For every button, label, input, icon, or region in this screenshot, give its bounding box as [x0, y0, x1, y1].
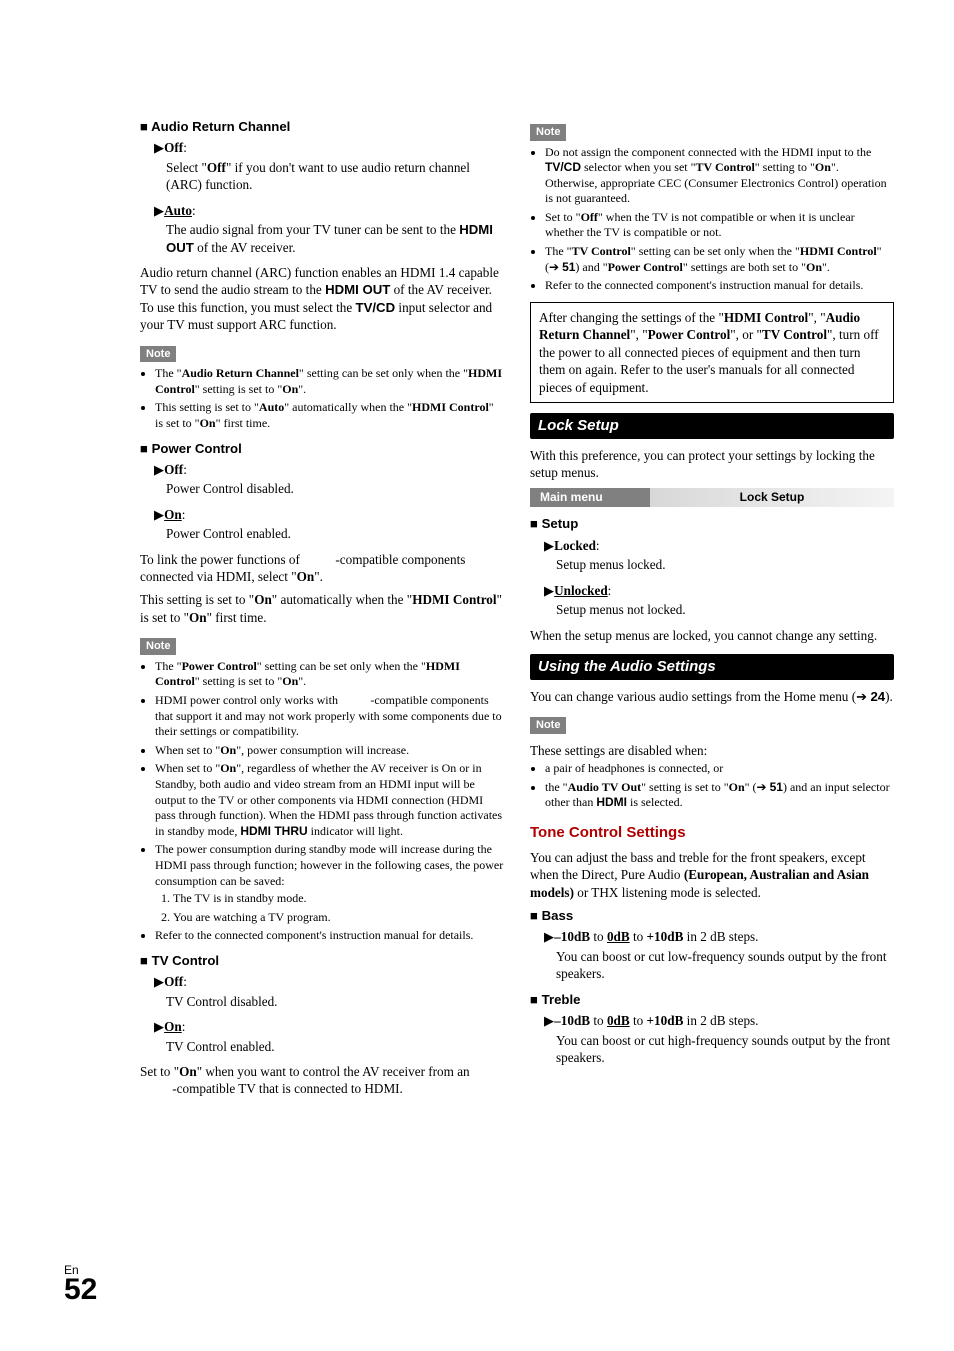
tv-opt-on: ▶On:: [154, 1018, 504, 1035]
power-opt-on-desc: Power Control enabled.: [166, 525, 504, 542]
menu-path-label: Main menu: [530, 488, 650, 508]
menu-path: Main menu Lock Setup: [530, 488, 894, 508]
right-column: Note Do not assign the component connect…: [530, 118, 894, 1104]
power-note-item: When set to "On", power consumption will…: [155, 743, 504, 759]
lock-para: When the setup menus are locked, you can…: [530, 627, 894, 644]
audio-intro: You can change various audio settings fr…: [530, 688, 894, 705]
heading-arc: Audio Return Channel: [140, 118, 504, 135]
treble-range: ▶–10dB to 0dB to +10dB in 2 dB steps.: [544, 1012, 894, 1029]
bass-range: ▶–10dB to 0dB to +10dB in 2 dB steps.: [544, 928, 894, 945]
power-para2: This setting is set to "On" automaticall…: [140, 591, 504, 626]
arc-opt-auto: ▶Auto:: [154, 202, 504, 219]
power-para1: To link the power functions of RIHD-comp…: [140, 551, 504, 586]
two-column-layout: Audio Return Channel ▶Off: Select "Off" …: [140, 118, 894, 1104]
heading-power: Power Control: [140, 440, 504, 457]
power-note-item: The "Power Control" setting can be set o…: [155, 659, 504, 690]
heading-treble: Treble: [530, 991, 894, 1008]
page-number: En 52: [64, 1263, 97, 1305]
power-notes: The "Power Control" setting can be set o…: [140, 659, 504, 944]
power-note-item: The power consumption during standby mod…: [155, 842, 504, 925]
tvcontrol-notes: Do not assign the component connected wi…: [530, 145, 894, 294]
note-label: Note: [140, 346, 176, 363]
power-note-item: Refer to the connected component's instr…: [155, 928, 504, 944]
tv-opt-off: ▶Off:: [154, 973, 504, 990]
section-lock-setup: Lock Setup: [530, 413, 894, 439]
tvcontrol-note-item: The "TV Control" setting can be set only…: [545, 244, 894, 275]
tone-intro: You can adjust the bass and treble for t…: [530, 849, 894, 901]
tv-opt-on-desc: TV Control enabled.: [166, 1038, 504, 1055]
arc-opt-auto-desc: The audio signal from your TV tuner can …: [166, 221, 504, 256]
arc-opt-auto-label: Auto: [164, 203, 192, 218]
arc-opt-off-label: Off: [164, 140, 183, 155]
manual-page: Audio Return Channel ▶Off: Select "Off" …: [0, 0, 954, 1351]
section-audio-settings: Using the Audio Settings: [530, 654, 894, 680]
power-note-item: HDMI power control only works with RIHD-…: [155, 693, 504, 740]
warning-box: After changing the settings of the "HDMI…: [530, 302, 894, 403]
power-note-item: When set to "On", regardless of whether …: [155, 761, 504, 839]
power-opt-off-desc: Power Control disabled.: [166, 480, 504, 497]
arc-note-item: This setting is set to "Auto" automatica…: [155, 400, 504, 431]
note-label: Note: [530, 124, 566, 141]
arc-opt-off-desc: Select "Off" if you don't want to use au…: [166, 159, 504, 194]
heading-bass: Bass: [530, 907, 894, 924]
power-opt-off: ▶Off:: [154, 461, 504, 478]
treble-desc: You can boost or cut high-frequency soun…: [556, 1032, 894, 1067]
left-column: Audio Return Channel ▶Off: Select "Off" …: [140, 118, 504, 1104]
power-opt-on: ▶On:: [154, 506, 504, 523]
lock-opt-unlocked: ▶Unlocked:: [544, 582, 894, 599]
heading-tone-control: Tone Control Settings: [530, 823, 894, 843]
heading-setup: Setup: [530, 515, 894, 532]
note-label: Note: [140, 638, 176, 655]
tv-opt-off-desc: TV Control disabled.: [166, 993, 504, 1010]
arc-note-item: The "Audio Return Channel" setting can b…: [155, 366, 504, 397]
audio-note-item: a pair of headphones is connected, or: [545, 761, 894, 777]
audio-note-intro: These settings are disabled when:: [530, 742, 894, 759]
bass-desc: You can boost or cut low-frequency sound…: [556, 948, 894, 983]
arc-opt-off: ▶Off:: [154, 139, 504, 156]
heading-tvcontrol: TV Control: [140, 952, 504, 969]
lock-opt-locked-desc: Setup menus locked.: [556, 556, 894, 573]
arc-para: Audio return channel (ARC) function enab…: [140, 264, 504, 334]
lock-opt-locked: ▶Locked:: [544, 537, 894, 554]
arc-notes: The "Audio Return Channel" setting can b…: [140, 366, 504, 431]
audio-notes: a pair of headphones is connected, or th…: [530, 761, 894, 811]
tv-para: Set to "On" when you want to control the…: [140, 1063, 504, 1098]
menu-path-value: Lock Setup: [650, 488, 894, 508]
tvcontrol-note-item: Do not assign the component connected wi…: [545, 145, 894, 207]
audio-note-item: the "Audio TV Out" setting is set to "On…: [545, 780, 894, 811]
tvcontrol-note-item: Refer to the connected component's instr…: [545, 278, 894, 294]
note-label: Note: [530, 717, 566, 734]
page-number-value: 52: [64, 1273, 97, 1306]
lock-intro: With this preference, you can protect yo…: [530, 447, 894, 482]
lock-opt-unlocked-desc: Setup menus not locked.: [556, 601, 894, 618]
tvcontrol-note-item: Set to "Off" when the TV is not compatib…: [545, 210, 894, 241]
